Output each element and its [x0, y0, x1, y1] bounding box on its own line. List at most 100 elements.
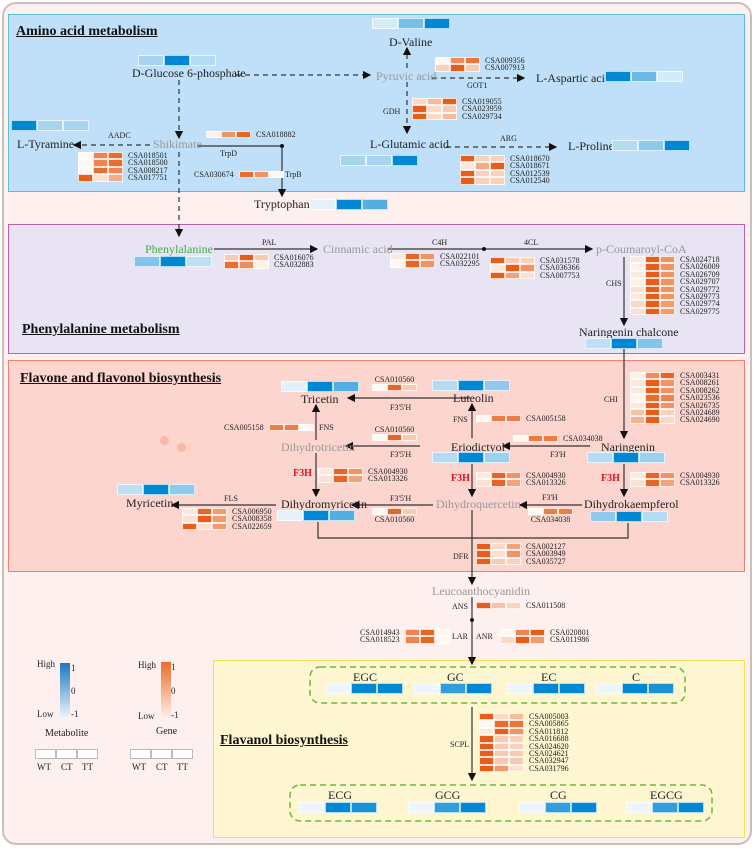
genes-ans: CSA011508 [476, 601, 565, 610]
gene-cell [479, 757, 494, 765]
gene-cell [630, 416, 645, 424]
gene-id: CSA006950 [232, 507, 272, 516]
genes-f35h-luteolin: CSA010560 [372, 375, 417, 392]
gene-cell [479, 735, 494, 743]
metabolite-naringenin-chalcone: Naringenin chalcone [579, 325, 679, 339]
gene-cell [490, 257, 505, 265]
gene-cell [630, 401, 645, 409]
heatmap-dihydromyricetin [277, 510, 355, 521]
gene-cell [212, 515, 227, 523]
gene-cell [543, 435, 558, 443]
gene-cell [434, 629, 450, 637]
genes-fls: CSA006950 CSA008358 CSA022659 [182, 507, 272, 531]
gene-cell [530, 629, 545, 637]
gene-cell [108, 174, 123, 182]
gene-cell [645, 408, 660, 417]
heatmap-ec [507, 683, 585, 694]
gene-id: CSA014943 [360, 628, 400, 637]
gene-cell [239, 254, 254, 262]
gene-id: CSA029774 [680, 299, 720, 309]
gene-cell [298, 424, 314, 432]
gene-cell [509, 742, 524, 750]
gene-id: CSA023536 [680, 393, 720, 403]
legend-low: Low [138, 711, 155, 721]
metabolite-cell [432, 452, 458, 463]
metabolite-tricetin: Tricetin [301, 392, 339, 406]
gene-cell [372, 434, 387, 442]
gene-cell [268, 171, 284, 179]
gene-cell [108, 159, 123, 167]
gene-id: CSA030674 [194, 170, 234, 179]
gene-row: CSA022659 [182, 522, 272, 531]
genes-dfr: CSA002127 CSA003949 CSA035727 [476, 542, 566, 566]
gene-row: CSA004930 [476, 471, 566, 480]
gene-cell [450, 57, 465, 65]
metabolite-cell [622, 683, 648, 694]
gene-cell [460, 177, 475, 185]
heatmap-gc [414, 683, 492, 694]
enzyme-f35h-dihydrotricetin: F3'5'H [390, 450, 412, 459]
gene-row: CSA007753 [490, 271, 580, 280]
genes-f3ph-eriodictyol: CSA034038 [513, 434, 603, 443]
gene-cell [465, 57, 480, 65]
gene-cell [434, 636, 450, 644]
gene-cell [479, 720, 494, 728]
gene-id: CSA008217 [128, 165, 168, 175]
metabolite-cell [440, 683, 466, 694]
metabolite-cell [169, 484, 195, 495]
metabolite-cell [652, 802, 678, 813]
gene-id: CSA005158 [224, 423, 264, 432]
enzyme-fns-tricetin: FNS [319, 423, 334, 432]
gene-row: CSA009356 [435, 56, 525, 65]
metabolite-cell [117, 484, 143, 495]
gene-row: CSA012539 [460, 169, 550, 178]
metabolite-pyruvic-acid: Pyruvic acid [376, 69, 437, 83]
metabolite-cell [408, 802, 434, 813]
gene-cell [476, 472, 491, 480]
group-label: TT [82, 762, 93, 772]
metabolite-cell [307, 381, 333, 392]
gene-id: CSA013326 [368, 474, 408, 484]
gene-cell [197, 522, 212, 531]
heatmap-glucose-6-phosphate [138, 55, 216, 66]
gene-row: CSA031796 [479, 763, 569, 773]
enzyme-chi: CHI [604, 395, 618, 404]
metabolite-cell [559, 683, 585, 694]
gene-row: CSA013326 [630, 479, 720, 487]
gene-row: CSA007913 [435, 64, 525, 72]
gene-id: CSA034038 [530, 515, 571, 525]
metabolite-cell [639, 452, 665, 463]
group-label: WT [37, 762, 51, 772]
metabolite-phenylalanine: Phenylalanine [145, 242, 213, 256]
gene-cell [476, 550, 491, 558]
gene-cell [253, 171, 269, 179]
heatmap-eriodictyol [432, 452, 510, 463]
genes-anr: CSA020801 CSA011986 [500, 628, 590, 644]
metabolite-cell [507, 683, 533, 694]
genes-gdh: CSA019055 CSA023959 CSA029734 [412, 97, 502, 121]
gene-cell [660, 379, 675, 387]
gene-cell [182, 515, 197, 523]
gene-id: CSA029773 [680, 291, 720, 301]
metabolite-cell [362, 199, 388, 210]
gene-cell [509, 757, 524, 765]
metabolite-cell [664, 140, 690, 151]
metabolite-gc: GC [447, 670, 464, 684]
gene-cell [513, 435, 528, 443]
gene-row [528, 508, 573, 516]
gene-cell [491, 479, 506, 487]
metabolite-cell [484, 452, 510, 463]
gene-id: CSA031796 [529, 763, 569, 773]
gene-id: CSA029734 [462, 111, 502, 121]
gene-cell [515, 629, 530, 637]
gene-cell [404, 636, 420, 644]
gene-id: CSA010560 [374, 375, 415, 384]
metabolite-cell [613, 452, 639, 463]
gene-cell [479, 764, 494, 773]
gene-cell [206, 131, 221, 139]
metabolite-cell [605, 71, 631, 82]
gene-cell [490, 271, 505, 280]
enzyme-scpl: SCPL [450, 740, 470, 749]
gene-row: CSA004930 [630, 471, 720, 480]
gene-cell [506, 472, 521, 480]
